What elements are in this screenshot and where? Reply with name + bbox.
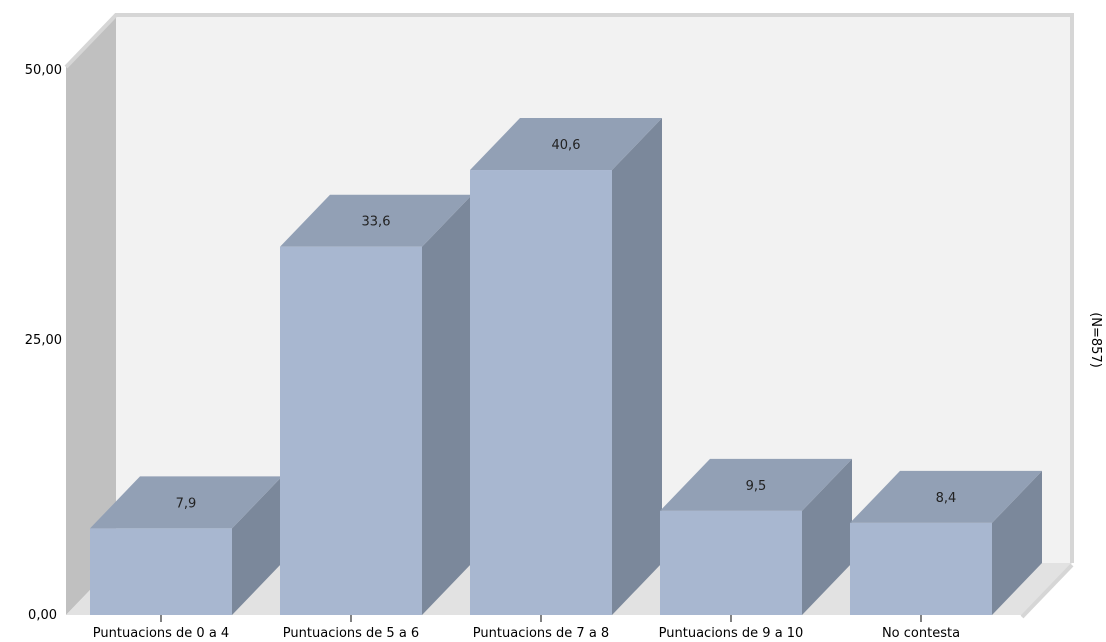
bar-side [992,470,1042,615]
bar-side [802,458,852,615]
bar-2 [470,118,662,616]
bar-1 [280,194,472,615]
data-label-2: 40,6 [552,138,581,153]
bar-front [90,528,232,615]
bar-top [470,118,662,171]
y-tick-label-1: 25,00 [25,333,62,348]
left-wall [66,15,116,615]
data-label-4: 8,4 [936,491,957,506]
wall-frame [64,13,1074,563]
bar-top [850,470,1042,523]
bar-top [660,458,852,511]
bar-side [422,194,472,615]
bar-top [280,194,472,247]
bar-side [232,476,282,615]
floor-edge [1020,563,1074,619]
x-tick-label-2: Puntuacions de 7 a 8 [473,626,609,641]
bar-top [90,476,282,529]
y-tick-label-2: 50,00 [25,63,62,78]
x-axis: Puntuacions de 0 a 4 Puntuacions de 5 a 6… [93,615,960,641]
x-tick-label-0: Puntuacions de 0 a 4 [93,626,229,641]
x-tick-label-1: Puntuacions de 5 a 6 [283,626,419,641]
bar-front [280,246,422,615]
bars: 7,9 33,6 40,6 9,5 8,4 [90,118,1042,616]
bar-front [470,170,612,616]
y-axis: 0,00 25,00 50,00 [25,63,62,623]
data-label-3: 9,5 [746,479,767,494]
bar-front [850,522,992,615]
sample-size-note: (N=857) [1088,312,1103,368]
bar-4 [850,470,1042,615]
data-label-0: 7,9 [176,496,197,511]
bar-side [612,118,662,616]
bar-3 [660,458,852,615]
x-tick-label-3: Puntuacions de 9 a 10 [659,626,804,641]
x-tick-label-4: No contesta [882,626,960,641]
bar-front [660,510,802,615]
data-label-1: 33,6 [362,215,391,230]
bar-0 [90,476,282,615]
y-tick-label-0: 0,00 [28,608,57,623]
